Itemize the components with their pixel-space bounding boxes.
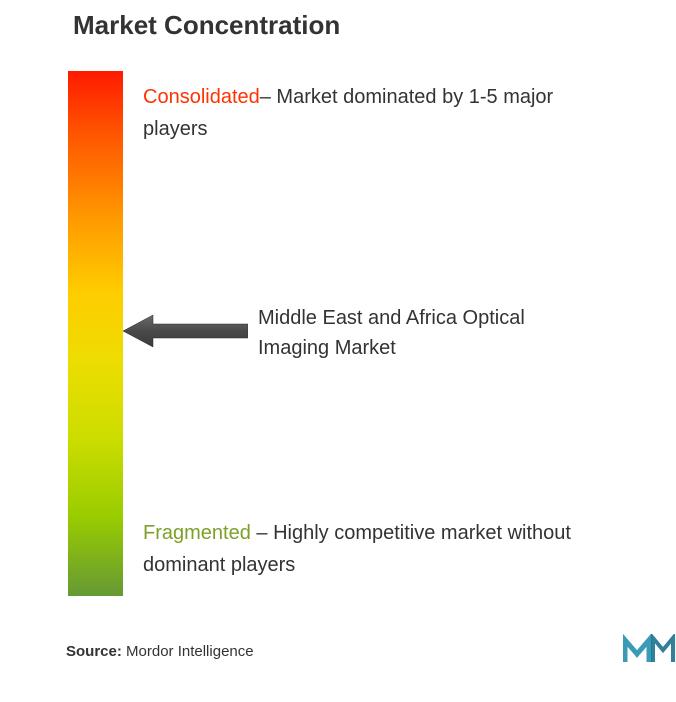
arrow-left-icon [123, 311, 248, 356]
footer-row: Source: Mordor Intelligence [66, 634, 646, 669]
fragmented-highlight: Fragmented [143, 522, 251, 544]
chart-area: Consolidated– Market dominated by 1-5 ma… [68, 71, 646, 596]
fragmented-label: Fragmented – Highly competitive market w… [143, 517, 618, 581]
consolidated-label: Consolidated– Market dominated by 1-5 ma… [143, 81, 583, 145]
page-title: Market Concentration [73, 10, 646, 41]
consolidated-highlight: Consolidated [143, 86, 260, 108]
market-name-text: Middle East and Africa Optical Imaging M… [258, 303, 598, 363]
market-indicator: Middle East and Africa Optical Imaging M… [143, 303, 598, 363]
mordor-logo-icon [623, 634, 676, 669]
labels-container: Consolidated– Market dominated by 1-5 ma… [143, 71, 646, 596]
source-label: Source: [66, 643, 122, 660]
source-citation: Source: Mordor Intelligence [66, 643, 254, 660]
source-name: Mordor Intelligence [122, 643, 254, 660]
concentration-gradient-bar [68, 71, 123, 596]
